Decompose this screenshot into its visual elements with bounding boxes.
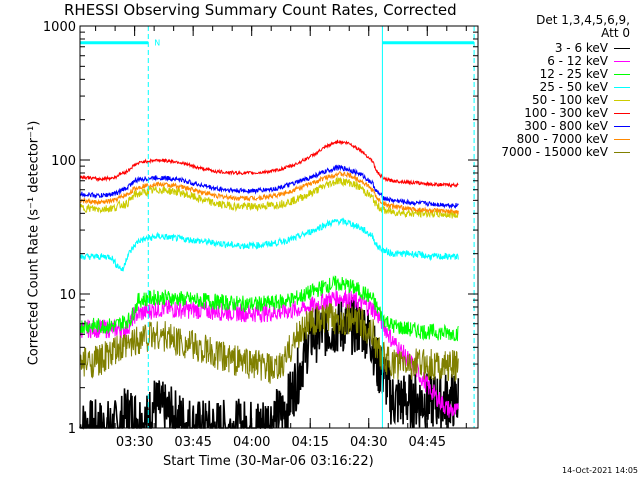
legend-label: 6 - 12 keV — [547, 54, 608, 68]
x-tick-label: 04:30 — [350, 435, 387, 450]
legend-swatch — [614, 113, 630, 114]
series-line-300-800kev — [79, 164, 459, 210]
plot-frame — [79, 25, 479, 429]
legend-entry-25-50kev: 25 - 50 keV — [540, 81, 630, 94]
x-tick-label: 03:45 — [174, 435, 211, 450]
series-line-3-6kev — [79, 295, 460, 430]
legend-header: Det 1,3,4,5,6,9, Att 0 — [536, 14, 630, 40]
legend-label: 50 - 100 keV — [531, 93, 608, 107]
series-line-25-50kev — [79, 217, 459, 272]
y-tick-label: 1 — [68, 422, 76, 437]
legend-entry-50-100kev: 50 - 100 keV — [532, 94, 630, 107]
legend-entry-12-25kev: 12 - 25 keV — [540, 68, 630, 81]
legend-swatch — [614, 100, 630, 101]
series-line-7000-15000kev — [79, 303, 459, 384]
legend-header-line-2: Att 0 — [601, 26, 630, 40]
legend-swatch — [614, 61, 630, 62]
series-line-100-300kev — [79, 139, 459, 188]
legend-entry-800-7000kev: 800 - 7000 keV — [517, 133, 630, 146]
legend-label: 100 - 300 keV — [524, 106, 608, 120]
legend-entry-300-800kev: 300 - 800 keV — [524, 120, 630, 133]
series-line-800-7000kev — [79, 170, 459, 215]
y-tick-label: 100 — [51, 154, 76, 169]
series-line-6-12kev — [79, 288, 459, 418]
flag-label: N — [154, 39, 160, 48]
series-line-12-25kev — [79, 275, 459, 342]
legend-swatch — [614, 139, 630, 140]
legend-entry-3-6kev: 3 - 6 keV — [555, 42, 630, 55]
x-tick-label: 04:00 — [233, 435, 270, 450]
y-tick-label: 10 — [59, 288, 76, 303]
legend-swatch — [614, 74, 630, 75]
legend-label: 25 - 50 keV — [539, 80, 608, 94]
x-axis-label: Start Time (30-Mar-06 03:16:22) — [163, 454, 374, 469]
legend-entry-100-300kev: 100 - 300 keV — [524, 107, 630, 120]
series-line-50-100kev — [79, 176, 459, 219]
y-tick-label: 1000 — [43, 20, 76, 35]
x-tick-label: 04:15 — [291, 435, 328, 450]
legend-label: 7000 - 15000 keV — [501, 145, 608, 159]
y-axis-label: Corrected Count Rate (s⁻¹ detector⁻¹) — [26, 120, 42, 366]
legend-swatch — [614, 87, 630, 88]
x-tick-label: 03:30 — [116, 435, 153, 450]
legend-label: 800 - 7000 keV — [516, 132, 608, 146]
legend-header-line-1: Det 1,3,4,5,6,9, — [536, 13, 630, 27]
legend-entry-7000-15000kev: 7000 - 15000 keV — [501, 146, 630, 159]
x-tick-label: 04:45 — [409, 435, 446, 450]
legend-label: 300 - 800 keV — [524, 119, 608, 133]
legend-swatch — [614, 126, 630, 127]
legend-swatch — [614, 48, 630, 49]
legend-label: 12 - 25 keV — [539, 67, 608, 81]
chart-title: RHESSI Observing Summary Count Rates, Co… — [64, 1, 457, 19]
legend-swatch — [614, 152, 630, 153]
footer-date: 14-Oct-2021 14:05 — [562, 466, 638, 475]
legend-entry-6-12kev: 6 - 12 keV — [547, 55, 630, 68]
legend-label: 3 - 6 keV — [554, 41, 608, 55]
